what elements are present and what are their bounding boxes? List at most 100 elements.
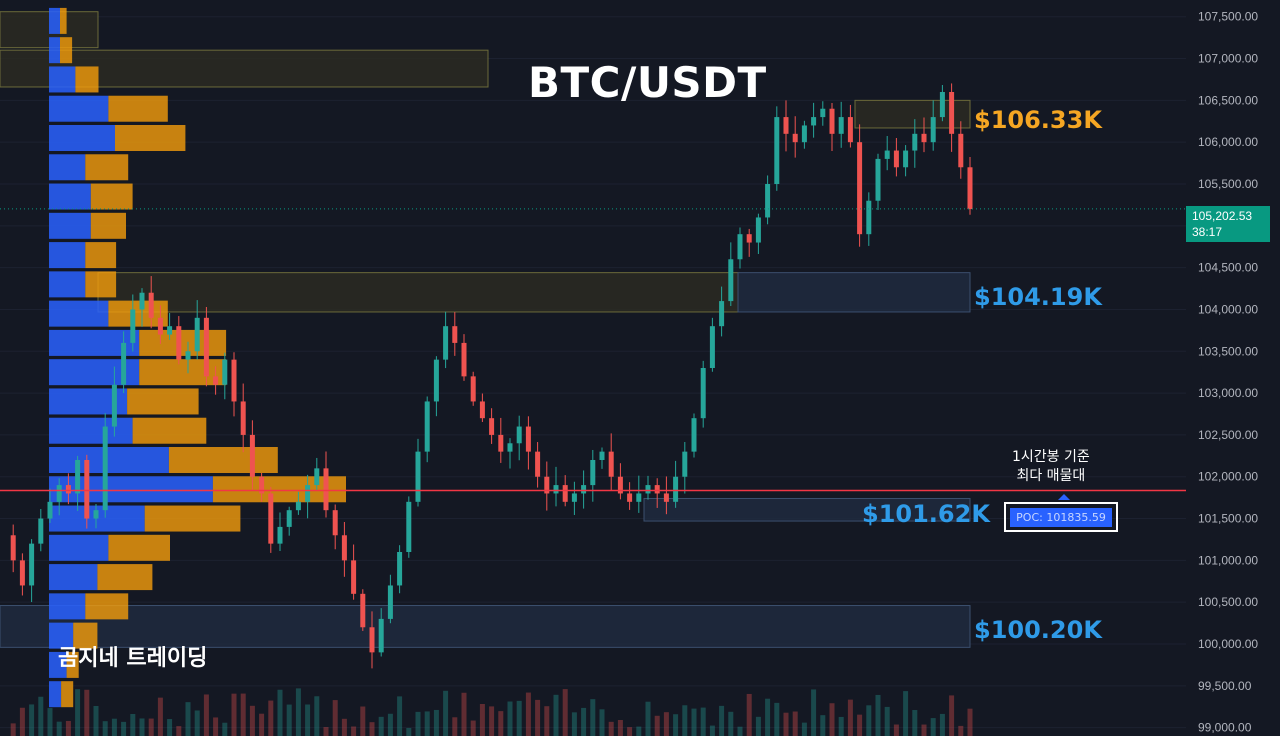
candle-down [608, 451, 614, 477]
candles [10, 83, 973, 669]
poc-label-box[interactable]: POC: 101835.59 [1004, 502, 1118, 532]
candle-down [792, 133, 798, 143]
vp-sell-bar [75, 66, 99, 93]
volume-bar [930, 718, 936, 736]
volume-bar [663, 712, 669, 736]
candle-up [682, 451, 688, 477]
candle-up [121, 342, 127, 385]
candle-up [111, 384, 117, 427]
volume-bar [139, 718, 145, 736]
volume-bar [682, 705, 688, 736]
volume-bar [424, 711, 430, 736]
level-label-101: $101.62K [862, 500, 990, 528]
vp-buy-bar [49, 564, 98, 591]
vp-sell-bar [108, 534, 170, 561]
candle-down [525, 426, 531, 452]
y-tick-label: 103,500.00 [1198, 344, 1258, 358]
candle-down [479, 401, 485, 419]
volume-bar [479, 703, 485, 736]
vp-sell-bar [85, 154, 129, 181]
candle-down [240, 401, 246, 435]
candle-up [903, 150, 909, 168]
candle-down [654, 485, 660, 494]
candle-down [360, 593, 366, 628]
volume-bar [590, 699, 596, 736]
vp-buy-bar [49, 37, 60, 64]
last-price-tag[interactable]: 105,202.53 38:17 [1186, 206, 1270, 242]
price-axis[interactable]: 99,000.00 99,500.00 100,000.00 100,500.00 10… [1198, 10, 1258, 735]
candle-down [341, 535, 347, 561]
candle-up [415, 451, 421, 502]
volume-bar [121, 721, 127, 736]
candle-up [636, 493, 642, 502]
volume-bar [737, 726, 743, 736]
volume-bar [829, 703, 835, 736]
candle-up [709, 326, 715, 368]
price-zone [643, 497, 971, 522]
volume-bar [433, 709, 439, 736]
candle-up [691, 418, 697, 452]
candle-up [75, 460, 81, 494]
vp-sell-bar [108, 95, 168, 122]
candle-up [406, 501, 412, 552]
volume-bar [719, 705, 725, 736]
volume-bar [507, 701, 513, 736]
candle-down [857, 142, 863, 235]
vp-buy-bar [49, 417, 133, 444]
vp-buy-bar [49, 681, 62, 708]
vp-sell-bar [85, 271, 117, 298]
volume-bar [19, 707, 25, 736]
vp-sell-bar [85, 242, 117, 269]
candle-down [617, 476, 623, 494]
volume-bar [571, 712, 577, 736]
candle-up [167, 326, 173, 335]
vp-sell-bar [144, 505, 241, 532]
volume-bar [461, 692, 467, 736]
vp-sell-bar [85, 593, 129, 620]
y-tick-label: 103,000.00 [1198, 386, 1258, 400]
volume-bar [75, 689, 81, 736]
candle-up [305, 485, 311, 502]
y-tick-label: 102,500.00 [1198, 428, 1258, 442]
vp-sell-bar [115, 125, 186, 151]
volume-bar [194, 710, 200, 736]
candle-up [801, 125, 807, 143]
candle-up [222, 359, 228, 385]
volume-bar [838, 716, 844, 736]
candle-down [847, 117, 853, 143]
volume-bar [811, 689, 817, 736]
volume-bar [157, 697, 163, 736]
candle-up [29, 543, 35, 586]
y-tick-label: 104,000.00 [1198, 302, 1258, 316]
candle-up [774, 117, 780, 184]
volume-bar [949, 695, 955, 736]
vp-buy-bar [49, 651, 67, 678]
candle-up [443, 326, 449, 360]
volume-bar [645, 701, 651, 736]
candle-down [829, 108, 835, 134]
price-zone [0, 605, 971, 648]
candle-down [332, 510, 338, 536]
volume-bar [691, 708, 697, 736]
volume-bar [498, 711, 504, 736]
y-tick-label: 107,500.00 [1198, 10, 1258, 24]
candle-up [507, 443, 513, 452]
volume-bar [102, 721, 108, 736]
vp-buy-bar [49, 7, 60, 34]
vp-sell-bar [61, 681, 74, 708]
y-tick-label: 106,500.00 [1198, 93, 1258, 107]
level-label-106: $106.33K [974, 106, 1102, 134]
y-tick-label: 107,000.00 [1198, 52, 1258, 66]
candle-down [967, 167, 973, 210]
candle-up [194, 317, 200, 352]
volume-bar [958, 725, 964, 736]
y-tick-label: 105,500.00 [1198, 177, 1258, 191]
candle-up [387, 585, 393, 619]
candle-up [930, 117, 936, 143]
candle-down [544, 476, 550, 494]
volume-bar [415, 711, 421, 736]
candle-up [56, 485, 62, 502]
volume-bar [654, 715, 660, 736]
vp-buy-bar [49, 66, 76, 93]
